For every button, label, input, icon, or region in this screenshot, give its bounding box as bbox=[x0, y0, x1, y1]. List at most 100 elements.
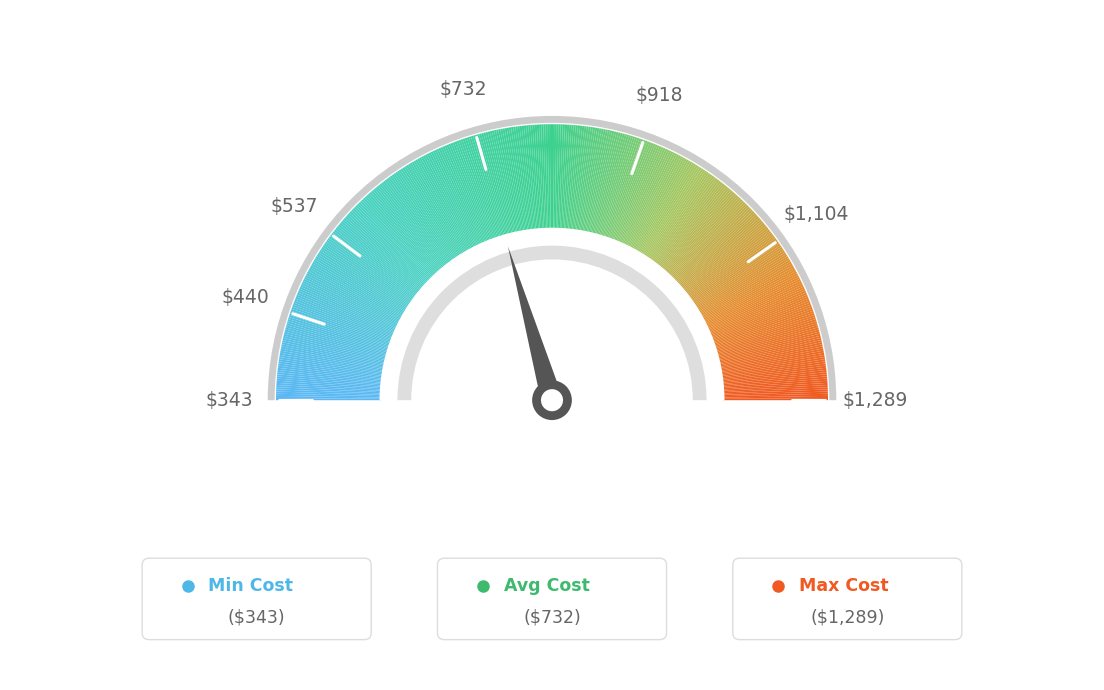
Wedge shape bbox=[565, 125, 576, 230]
Wedge shape bbox=[351, 210, 428, 283]
Text: Min Cost: Min Cost bbox=[209, 577, 294, 595]
Wedge shape bbox=[282, 344, 384, 367]
Wedge shape bbox=[502, 128, 522, 232]
Wedge shape bbox=[723, 383, 828, 391]
Wedge shape bbox=[616, 144, 658, 242]
Wedge shape bbox=[336, 228, 418, 294]
Wedge shape bbox=[475, 135, 506, 236]
Wedge shape bbox=[566, 125, 578, 230]
Wedge shape bbox=[293, 303, 392, 341]
Wedge shape bbox=[605, 138, 639, 238]
Wedge shape bbox=[620, 147, 664, 244]
Wedge shape bbox=[699, 259, 790, 314]
Wedge shape bbox=[683, 224, 766, 292]
Wedge shape bbox=[635, 158, 687, 251]
Wedge shape bbox=[595, 133, 623, 235]
Wedge shape bbox=[296, 295, 394, 336]
Wedge shape bbox=[700, 262, 792, 315]
Wedge shape bbox=[719, 336, 821, 362]
Wedge shape bbox=[563, 125, 572, 230]
Wedge shape bbox=[651, 176, 714, 262]
Wedge shape bbox=[553, 124, 556, 229]
Wedge shape bbox=[364, 196, 437, 275]
Circle shape bbox=[532, 380, 572, 420]
Wedge shape bbox=[693, 244, 781, 304]
Wedge shape bbox=[428, 152, 477, 247]
Wedge shape bbox=[722, 366, 826, 380]
Wedge shape bbox=[278, 359, 383, 376]
Wedge shape bbox=[591, 131, 616, 234]
Wedge shape bbox=[370, 192, 439, 272]
Wedge shape bbox=[719, 340, 821, 364]
Wedge shape bbox=[522, 126, 534, 230]
Wedge shape bbox=[288, 317, 389, 350]
Wedge shape bbox=[708, 286, 805, 331]
Wedge shape bbox=[684, 226, 767, 293]
Wedge shape bbox=[433, 150, 479, 246]
Wedge shape bbox=[320, 248, 408, 307]
Wedge shape bbox=[283, 338, 385, 363]
Wedge shape bbox=[445, 145, 487, 243]
Wedge shape bbox=[381, 182, 447, 266]
Wedge shape bbox=[601, 136, 634, 237]
Wedge shape bbox=[679, 216, 760, 287]
Wedge shape bbox=[723, 387, 828, 393]
Wedge shape bbox=[645, 168, 703, 257]
Wedge shape bbox=[368, 193, 438, 273]
Wedge shape bbox=[277, 379, 381, 388]
Wedge shape bbox=[284, 334, 386, 360]
Wedge shape bbox=[280, 351, 384, 371]
Wedge shape bbox=[716, 325, 818, 355]
Wedge shape bbox=[486, 132, 512, 234]
Wedge shape bbox=[617, 145, 659, 243]
Wedge shape bbox=[723, 398, 828, 400]
Wedge shape bbox=[315, 258, 405, 313]
Wedge shape bbox=[607, 139, 644, 239]
Wedge shape bbox=[440, 147, 484, 244]
Wedge shape bbox=[357, 204, 432, 279]
Wedge shape bbox=[680, 217, 761, 288]
Text: ($343): ($343) bbox=[227, 609, 286, 627]
Wedge shape bbox=[578, 128, 597, 231]
Wedge shape bbox=[721, 355, 825, 373]
Wedge shape bbox=[723, 381, 828, 389]
Wedge shape bbox=[629, 155, 679, 248]
Wedge shape bbox=[463, 139, 498, 238]
Wedge shape bbox=[643, 166, 700, 256]
Wedge shape bbox=[714, 313, 815, 347]
Wedge shape bbox=[308, 269, 402, 320]
Wedge shape bbox=[450, 143, 490, 241]
Wedge shape bbox=[714, 310, 814, 346]
Wedge shape bbox=[721, 362, 826, 377]
Text: $732: $732 bbox=[439, 80, 487, 99]
Wedge shape bbox=[296, 297, 393, 337]
Wedge shape bbox=[287, 321, 388, 353]
Wedge shape bbox=[687, 231, 772, 297]
Wedge shape bbox=[402, 167, 460, 257]
Wedge shape bbox=[355, 205, 431, 280]
Wedge shape bbox=[277, 374, 382, 386]
Wedge shape bbox=[337, 226, 420, 293]
Wedge shape bbox=[696, 248, 784, 307]
Wedge shape bbox=[360, 201, 434, 277]
Wedge shape bbox=[307, 271, 401, 322]
Wedge shape bbox=[562, 125, 570, 229]
Wedge shape bbox=[491, 130, 516, 233]
Wedge shape bbox=[279, 355, 383, 373]
Wedge shape bbox=[277, 376, 382, 387]
Wedge shape bbox=[299, 288, 395, 333]
Wedge shape bbox=[388, 177, 452, 263]
Wedge shape bbox=[580, 128, 599, 232]
Wedge shape bbox=[493, 130, 518, 233]
Wedge shape bbox=[423, 155, 474, 249]
Wedge shape bbox=[713, 308, 814, 345]
Wedge shape bbox=[687, 229, 771, 295]
FancyBboxPatch shape bbox=[733, 558, 962, 640]
Wedge shape bbox=[722, 376, 827, 387]
Wedge shape bbox=[636, 159, 689, 252]
Wedge shape bbox=[658, 184, 724, 266]
Wedge shape bbox=[352, 208, 429, 282]
Wedge shape bbox=[702, 267, 795, 319]
Wedge shape bbox=[693, 245, 782, 305]
Wedge shape bbox=[703, 271, 797, 322]
